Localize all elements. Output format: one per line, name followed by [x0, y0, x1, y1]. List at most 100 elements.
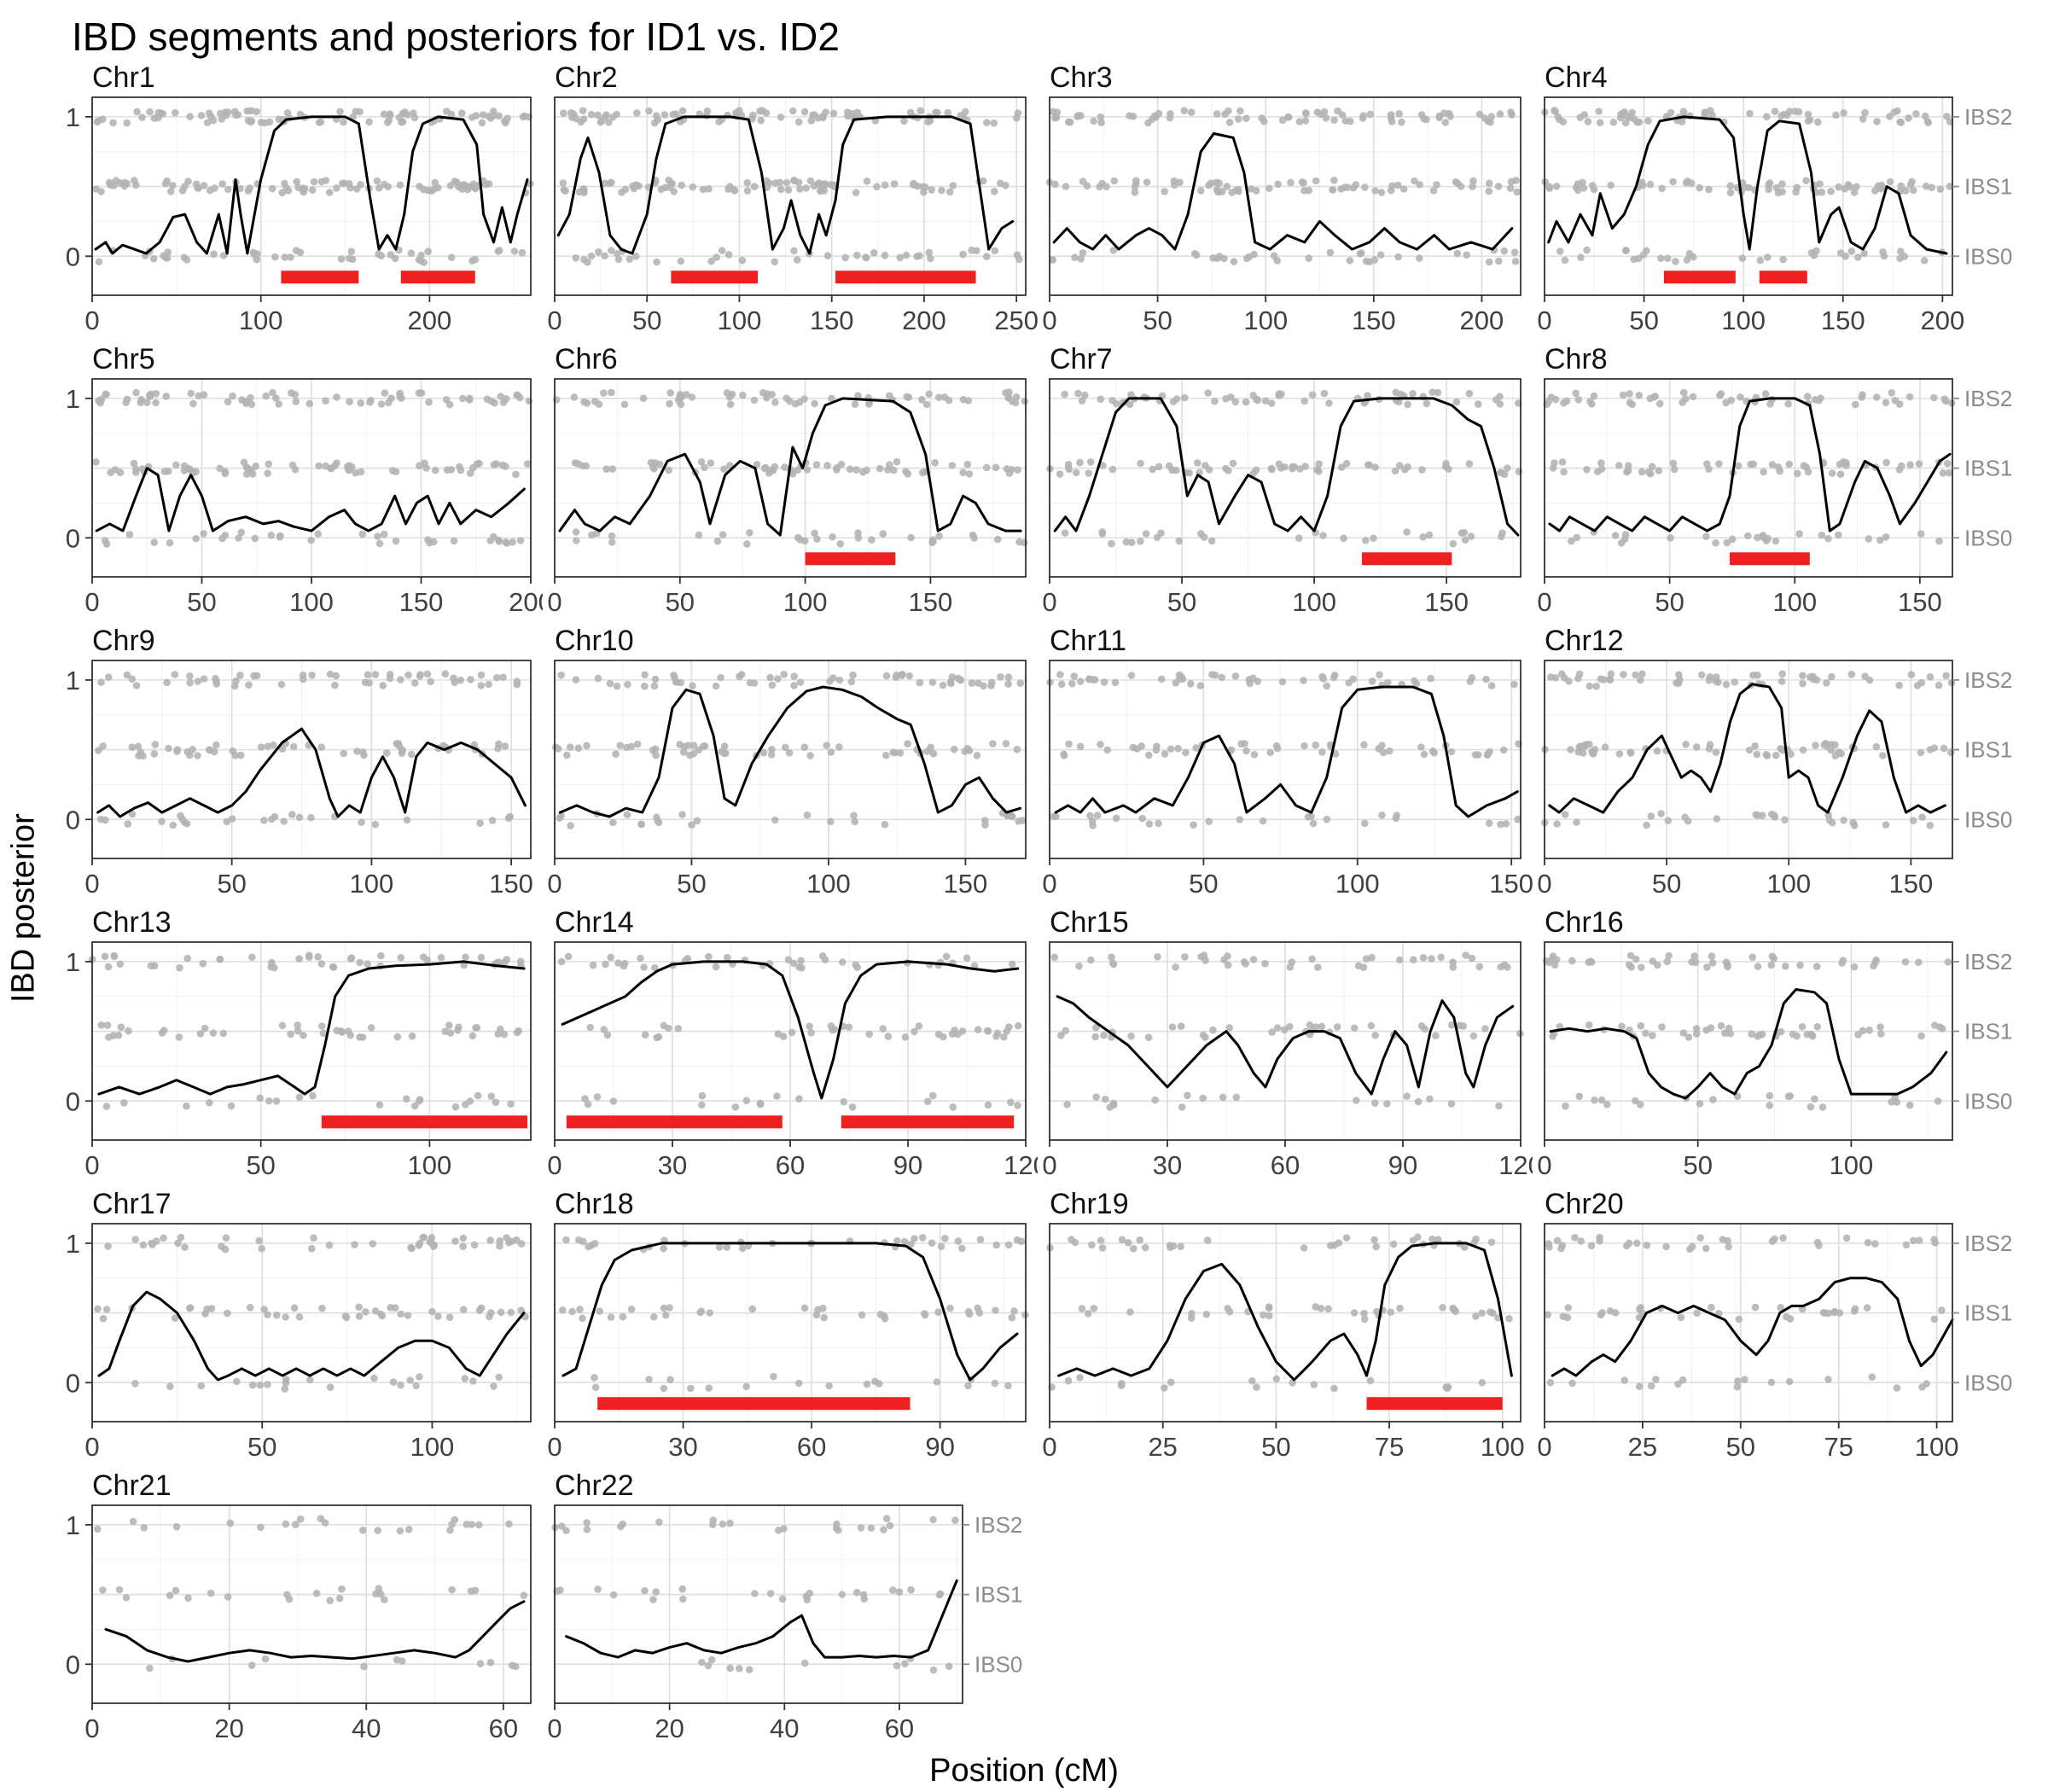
facet-strip-label: Chr9 [92, 626, 155, 657]
ibs-state-label: IBS1 [1964, 737, 2012, 763]
grid-minor [92, 1224, 531, 1422]
y-tick-label: 1 [66, 1229, 80, 1259]
grid-major [1544, 1224, 1952, 1422]
ibd-segments [321, 1115, 528, 1129]
x-axis: 0 25 50 75 100 [1042, 1422, 1525, 1462]
grid-major [91, 1505, 531, 1703]
x-tick-label: 0 [84, 869, 99, 899]
facet-svg-chr15: Chr15 0 30 60 90 120 [1042, 906, 1542, 1180]
panel-border [91, 1223, 532, 1423]
x-tick-label: 100 [718, 305, 762, 335]
x-tick-label: 100 [1292, 587, 1336, 617]
facet-strip-label: Chr19 [1050, 1190, 1129, 1220]
x-tick-label: 50 [1726, 1432, 1755, 1462]
posterior-line [97, 1290, 526, 1382]
facet-svg-chr14: Chr14 0 30 60 90 120 [547, 906, 1047, 1180]
panel-background [1050, 97, 1521, 295]
x-tick-label: 30 [1153, 1150, 1182, 1180]
ibs-state-label: IBS1 [1964, 174, 2012, 200]
ibd-segments [1361, 552, 1452, 566]
ibs-scatter-points [559, 1234, 1029, 1393]
grid-minor [1050, 97, 1521, 295]
ibd-segment-bar [835, 271, 976, 284]
posterior-line [556, 115, 1015, 255]
posterior-line [94, 115, 529, 255]
x-axis: 0 50 100 150 200 [1042, 295, 1504, 335]
panel-border [1544, 96, 1953, 296]
facet-chr8: Chr8 0 50 100 150 IBS2 IBS1 IBS0 [1533, 343, 2028, 626]
ibd-segment-bar [1759, 271, 1807, 284]
x-tick-label: 0 [1042, 1150, 1056, 1180]
panel-border [1544, 941, 1953, 1141]
x-tick-label: 0 [547, 1150, 561, 1180]
ibd-segment-bar [1366, 1397, 1503, 1411]
x-tick-label: 100 [1915, 1432, 1959, 1462]
x-tick-label: 20 [214, 1713, 243, 1743]
x-tick-label: 50 [1261, 1432, 1290, 1462]
ibd-segments [671, 271, 976, 284]
facet-svg-chr10: Chr10 0 50 100 150 [547, 625, 1027, 899]
ibd-segment-bar [321, 1115, 528, 1129]
ibd-segment-bar [597, 1397, 911, 1411]
x-tick-label: 50 [187, 587, 216, 617]
ibd-segment-bar [1730, 552, 1810, 566]
x-tick-label: 0 [547, 1713, 561, 1743]
facet-chr15: Chr15 0 30 60 90 120 [1038, 906, 1542, 1190]
posterior-line [561, 1242, 1019, 1382]
ibs-state-label: IBS1 [1964, 1300, 2012, 1326]
figure-title: IBD segments and posteriors for ID1 vs. … [72, 15, 840, 59]
x-tick-label: 60 [797, 1432, 826, 1462]
facet-chr14: Chr14 0 30 60 90 120 [543, 906, 1047, 1190]
ibs-state-label: IBS0 [1964, 1370, 2012, 1395]
facet-svg-chr22: Chr22 0 20 40 60 IBS2 IBS1 IBS0 [547, 1469, 1022, 1743]
facet-strip-label: Chr17 [92, 1190, 172, 1220]
posterior-line [1549, 988, 1948, 1100]
panel-border [554, 1504, 963, 1704]
ibs-scatter-points [1046, 671, 1522, 829]
ibs-state-label: IBS1 [1964, 456, 2012, 481]
panel-background [92, 660, 531, 858]
grid-minor [1545, 97, 1952, 295]
x-tick-label: 100 [1721, 305, 1766, 335]
x-tick-label: 25 [1148, 1432, 1177, 1462]
x-tick-label: 25 [1628, 1432, 1657, 1462]
facet-svg-chr16: Chr16 0 50 100 IBS2 IBS1 IBS0 [1537, 906, 2012, 1180]
x-tick-label: 100 [410, 1432, 455, 1462]
x-tick-label: 100 [1481, 1432, 1525, 1462]
facet-grid: Chr1 0 100 200 0 1 Chr2 0 50 100 150 200 250 Chr3 0 50 1… [48, 61, 2028, 1753]
posterior-line [1057, 1242, 1513, 1382]
ibs-scatter-points [88, 951, 525, 1111]
x-tick-label: 100 [239, 305, 283, 335]
x-tick-label: 150 [1489, 869, 1533, 899]
facet-svg-chr3: Chr3 0 50 100 150 200 [1042, 61, 1521, 335]
facet-strip-label: Chr1 [92, 63, 155, 94]
facet-strip-label: Chr16 [1545, 908, 1624, 939]
y-axis: 01 [66, 1229, 92, 1398]
x-tick-label: 50 [1683, 1150, 1712, 1180]
panel-border [1049, 96, 1521, 296]
x-tick-label: 50 [246, 1150, 275, 1180]
x-tick-label: 150 [1352, 305, 1396, 335]
y-axis: 01 [66, 1510, 92, 1679]
x-tick-label: 50 [666, 587, 695, 617]
x-tick-label: 90 [925, 1432, 954, 1462]
y-tick-label: 0 [66, 1649, 80, 1679]
panel-background [555, 660, 1026, 858]
facet-strip-label: Chr6 [555, 345, 618, 375]
facet-strip-label: Chr11 [1050, 626, 1126, 657]
facet-strip-label: Chr5 [92, 345, 155, 375]
x-tick-label: 0 [84, 1713, 99, 1743]
facet-strip-label: Chr4 [1545, 63, 1608, 94]
panel-border [1544, 660, 1953, 859]
posterior-line [1547, 115, 1948, 255]
facet-svg-chr2: Chr2 0 50 100 150 200 250 [547, 61, 1039, 335]
ibd-segments [805, 552, 896, 566]
panel-background [1050, 660, 1521, 858]
facet-chr16: Chr16 0 50 100 IBS2 IBS1 IBS0 [1533, 906, 2028, 1190]
x-tick-label: 200 [408, 305, 452, 335]
ibs-scatter-points [557, 952, 1022, 1111]
panel-border [1049, 660, 1521, 859]
